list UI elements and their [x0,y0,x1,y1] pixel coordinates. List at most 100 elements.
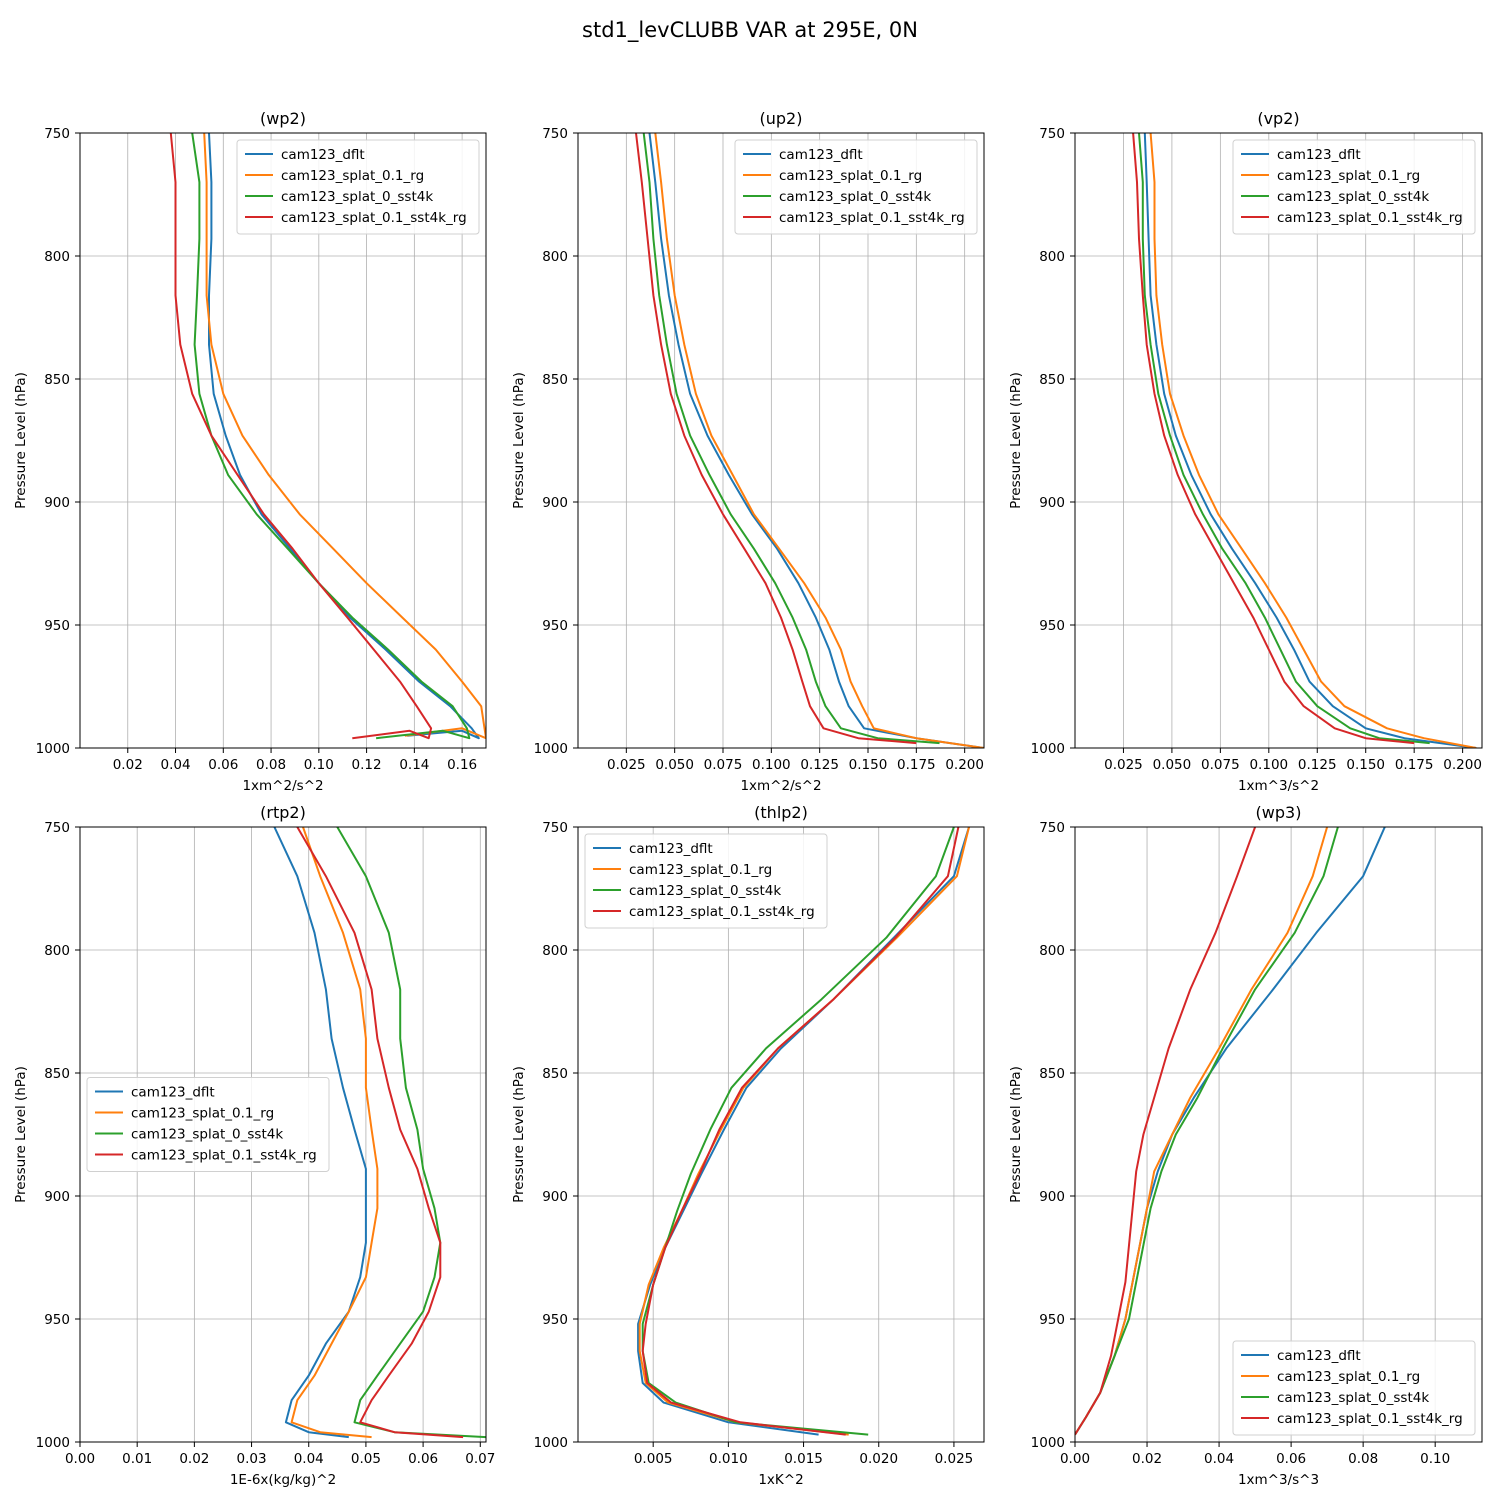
x-tick-label: 0.00 [65,1451,95,1467]
panel-rtp2: 0.00 0.01 0.02 0.03 0.04 0.05 0.06 0.07 750 800 85… [13,803,495,1488]
legend: cam123_dflt cam123_splat_0.1_rg cam123_spl… [236,139,480,235]
x-tick-label: 0.025 [1104,757,1143,773]
series-line-cam123_splat_0.1_sst4k_rg [1075,827,1257,1436]
series-line-cam123_splat_0_sst4k [641,827,955,1436]
x-tick-label: 0.005 [634,1451,673,1467]
y-tick-label: 850 [44,372,70,388]
x-tick-label: 0.02 [113,757,143,773]
axes-frame [1074,132,1483,749]
x-tick-label: 0.12 [352,757,382,773]
x-tick-label: 0.075 [1201,757,1240,773]
series-line-cam123_splat_0.1_sst4k_rg [296,827,464,1439]
y-tick-label: 750 [44,126,70,142]
y-axis-label: Pressure Level (hPa) [511,1066,527,1203]
legend-label: cam123_splat_0.1_sst4k_rg [1277,1411,1463,1427]
y-tick-label: 750 [44,820,70,836]
x-tick-label: 0.150 [849,757,888,773]
axes-frame [79,132,487,749]
legend-label: cam123_dflt [629,841,713,857]
y-tick-label: 950 [1039,1312,1065,1328]
y-tick-label: 1000 [36,741,70,757]
legend-label: cam123_splat_0.1_rg [779,168,922,184]
legend-label: cam123_splat_0.1_rg [1277,168,1420,184]
x-tick-label: 0.015 [784,1451,823,1467]
x-tick-label: 0.125 [1298,757,1337,773]
x-tick-label: 0.025 [935,1451,974,1467]
y-tick-label: 950 [542,618,568,634]
x-axis-label: 1xK^2 [758,1472,803,1488]
legend: cam123_dflt cam123_splat_0.1_rg cam123_spl… [1232,1340,1476,1436]
series-line-cam123_splat_0_sst4k [1138,133,1430,745]
x-tick-label: 0.01 [122,1451,152,1467]
y-tick-label: 800 [542,943,568,959]
x-tick-label: 0.10 [1420,1451,1450,1467]
x-tick-label: 0.07 [465,1451,495,1467]
series-line-cam123_dflt [648,133,984,748]
series-line-cam123_splat_0.1_sst4k_rg [635,133,917,745]
y-tick-label: 800 [44,249,70,265]
y-tick-label: 1000 [534,741,568,757]
y-axis-label: Pressure Level (hPa) [511,372,527,509]
axes-frame [79,826,487,1443]
x-tick-label: 0.200 [1443,757,1482,773]
series-line-cam123_splat_0_sst4k [336,827,486,1439]
series-line-cam123_dflt [273,827,367,1439]
series-line-cam123_splat_0.1_rg [203,133,486,740]
x-tick-label: 0.08 [1348,1451,1378,1467]
legend-label: cam123_splat_0_sst4k [779,189,931,205]
panel-title: (rtp2) [260,803,306,822]
legend-label: cam123_dflt [131,1085,215,1101]
x-tick-label: 0.175 [1395,757,1434,773]
legend: cam123_dflt cam123_splat_0.1_rg cam123_spl… [86,1077,330,1172]
x-axis-label: 1xm^3/s^2 [1238,778,1319,794]
y-tick-label: 950 [44,618,70,634]
x-tick-label: 0.175 [897,757,936,773]
legend-label: cam123_dflt [779,147,863,163]
series-line-cam123_splat_0.1_rg [1149,133,1477,748]
figure-title: std1_levCLUBB VAR at 295E, 0N [582,18,918,43]
x-tick-label: 0.04 [294,1451,324,1467]
y-tick-label: 850 [1039,372,1065,388]
panel-wp2: 0.02 0.04 0.06 0.08 0.10 0.12 0.14 0.16 750 800 85… [13,109,487,794]
axes-frame [577,826,985,1443]
y-tick-label: 850 [44,1066,70,1082]
legend-label: cam123_dflt [1277,1348,1361,1364]
y-tick-label: 950 [44,1312,70,1328]
y-tick-label: 800 [542,249,568,265]
axes-frame [577,132,985,749]
legend-label: cam123_splat_0.1_sst4k_rg [779,210,965,226]
legend-label: cam123_splat_0.1_rg [629,862,772,878]
y-tick-label: 850 [1039,1066,1065,1082]
x-axis-label: 1xm^2/s^2 [242,778,323,794]
x-tick-label: 0.02 [179,1451,209,1467]
legend-label: cam123_dflt [281,147,365,163]
panel-title: (thlp2) [754,803,808,822]
x-tick-label: 0.03 [237,1451,267,1467]
x-tick-label: 0.050 [1153,757,1192,773]
y-tick-label: 900 [44,495,70,511]
x-axis-label: 1xm^3/s^3 [1238,1472,1319,1488]
x-tick-label: 0.125 [800,757,839,773]
series-line-cam123_splat_0.1_sst4k_rg [169,133,433,740]
y-tick-label: 800 [1039,249,1065,265]
x-tick-label: 0.14 [399,757,429,773]
y-tick-label: 850 [542,1066,568,1082]
panel-title: (wp3) [1256,803,1302,822]
axes-frame [1074,826,1483,1443]
y-tick-label: 1000 [534,1435,568,1451]
x-tick-label: 0.150 [1346,757,1385,773]
legend-label: cam123_splat_0_sst4k [281,189,433,205]
y-tick-label: 950 [542,1312,568,1328]
y-axis-label: Pressure Level (hPa) [1008,372,1024,509]
y-tick-label: 750 [542,820,568,836]
y-tick-label: 1000 [1031,1435,1065,1451]
y-tick-label: 1000 [1031,741,1065,757]
y-axis-label: Pressure Level (hPa) [13,372,29,509]
legend-label: cam123_splat_0.1_rg [131,1106,274,1122]
x-tick-label: 0.025 [607,757,646,773]
y-tick-label: 850 [542,372,568,388]
x-axis-label: 1xm^2/s^2 [740,778,821,794]
series-line-cam123_splat_0.1_sst4k_rg [641,827,960,1436]
x-tick-label: 0.10 [304,757,334,773]
